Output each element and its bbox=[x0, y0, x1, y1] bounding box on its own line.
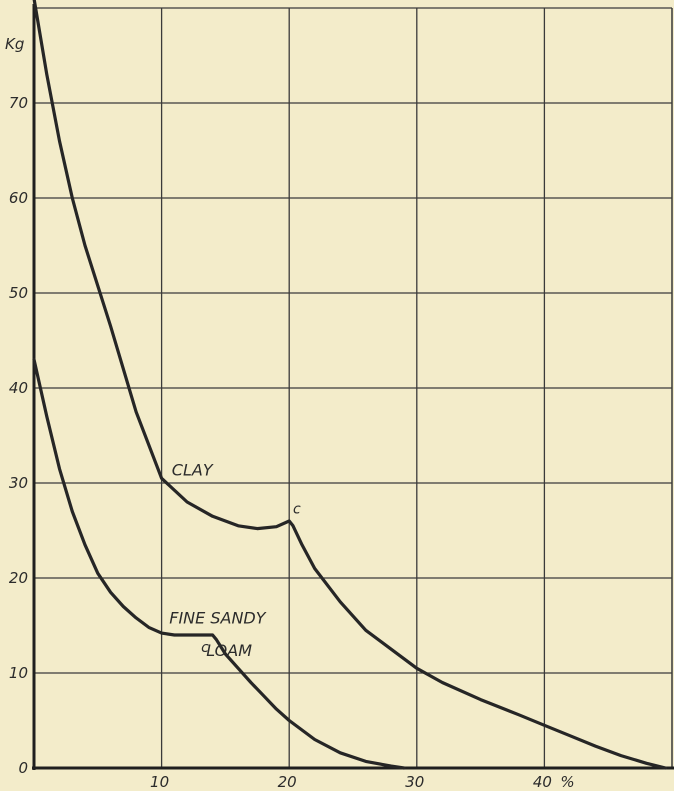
y-unit-label: Kg bbox=[5, 35, 24, 53]
y-tick-label: 20 bbox=[9, 569, 28, 587]
corner-point-label: c bbox=[293, 501, 301, 517]
labels-layer: 0 10 20 30 40 50 60 70 Kg 10 20 30 40 % CLAY FINE SANDY… bbox=[5, 35, 575, 791]
y-tick-label: 40 bbox=[9, 379, 28, 397]
y-tick-label: 50 bbox=[9, 284, 28, 302]
y-tick-label: 30 bbox=[9, 474, 28, 492]
axes bbox=[32, 4, 674, 770]
series-line-fine-sandy-loam bbox=[32, 357, 406, 770]
y-tick-label: 70 bbox=[9, 94, 28, 112]
curve-label: CLAY bbox=[172, 460, 214, 479]
corner-point-label: c bbox=[201, 640, 209, 656]
y-tick-label: 60 bbox=[9, 189, 28, 207]
x-unit-label: % bbox=[560, 773, 574, 791]
curve-label: LOAM bbox=[206, 641, 252, 660]
x-tick-label: 30 bbox=[405, 773, 424, 791]
series-line-clay bbox=[32, 0, 668, 770]
x-tick-label: 40 bbox=[533, 773, 552, 791]
x-tick-label: 10 bbox=[150, 773, 169, 791]
y-tick-label: 0 bbox=[18, 759, 28, 777]
curve-label: FINE SANDY bbox=[169, 609, 266, 628]
x-tick-label: 20 bbox=[278, 773, 297, 791]
series-layer bbox=[32, 0, 668, 770]
y-tick-label: 10 bbox=[9, 664, 28, 682]
grid bbox=[34, 7, 673, 768]
